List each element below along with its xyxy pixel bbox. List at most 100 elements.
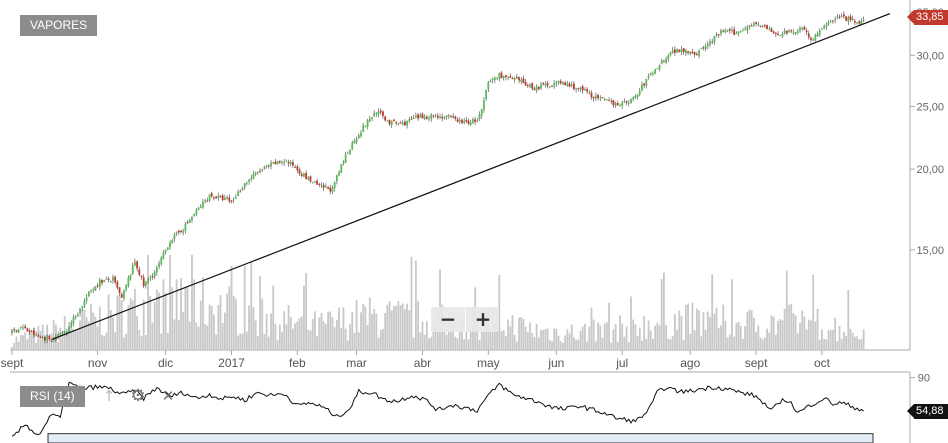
candle-up [76,314,79,317]
candle-up [208,194,211,201]
candle-down [107,278,110,281]
candle-up [74,315,77,318]
candle-up [11,329,13,334]
volume-bar [862,329,865,350]
candle-up [731,30,733,32]
volume-bar [834,317,837,350]
candle-up [520,79,523,82]
volume-bar [588,326,591,350]
volume-bar [423,334,426,350]
volume-bar [245,331,248,350]
candle-down [292,162,294,166]
candle-up [836,16,839,18]
volume-bar [105,332,108,350]
volume-bar [160,333,163,350]
candle-down [454,116,457,119]
candle-down [838,16,841,18]
volume-bar [226,293,229,350]
volume-bar [663,272,665,350]
candle-up [217,195,220,198]
candle-up [428,118,430,120]
time-tick-label: sept [1,356,24,370]
candle-up [335,175,338,182]
candle-up [261,169,264,171]
candle-down [693,52,696,55]
candle-down [421,113,424,119]
volume-bar [845,335,847,350]
candle-down [210,193,213,197]
trendline[interactable] [51,13,891,341]
candle-up [331,187,334,192]
candle-up [173,234,176,240]
volume-bar [140,336,143,350]
volume-bar [724,320,727,350]
volume-bar [645,338,648,350]
volume-bar [171,287,174,350]
zoom-in-button[interactable]: + [465,307,500,332]
rsi-indicator-label[interactable]: RSI (14) [20,386,85,407]
volume-bar [270,313,272,350]
candle-down [564,82,567,86]
candle-up [366,120,369,127]
candle-up [311,182,314,184]
time-tick-label: ago [680,356,700,370]
candle-up [342,161,345,164]
volume-bar [597,322,599,350]
candlestick-series [11,11,865,344]
candle-up [814,34,817,41]
volume-bar [103,336,106,350]
volume-bar [542,329,545,350]
volume-bar [417,301,419,350]
candle-down [663,60,665,62]
candle-down [120,293,123,298]
candle-down [673,49,676,54]
volume-bar [812,275,815,350]
volume-bar [772,316,775,350]
candle-up [333,181,336,189]
candle-up [197,207,200,210]
volume-bar [858,339,861,350]
volume-bar [116,295,119,350]
candle-down [500,72,503,79]
volume-bar [193,279,196,350]
candle-down [48,335,51,340]
close-icon[interactable]: ✕ [161,387,175,405]
candle-up [748,25,751,28]
time-tick-label: 2017 [218,356,245,370]
volume-bar [790,303,793,350]
volume-bar [836,341,839,350]
candle-up [458,119,461,122]
volume-bar [814,321,817,350]
candle-down [287,162,290,164]
candle-down [763,25,766,27]
candle-up [61,333,64,335]
volume-bar [338,307,340,350]
candle-down [30,331,33,333]
candle-down [309,176,312,182]
volume-bar [577,339,580,350]
candle-up [22,327,24,329]
candle-up [599,97,602,99]
volume-bar [601,337,604,350]
volume-bar [711,274,714,350]
candle-up [314,181,316,183]
symbol-label[interactable]: VAPORES [20,15,98,36]
volume-bar [810,320,812,350]
gear-icon[interactable]: ⚙ [130,386,146,406]
volume-bar [404,309,406,350]
volume-bar [329,311,332,350]
candle-up [307,177,310,180]
volume-bar [320,312,323,350]
volume-bar [322,321,325,350]
candle-down [581,86,584,91]
candle-up [757,24,760,26]
zoom-out-button[interactable]: − [439,307,457,331]
volume-bar [483,331,485,350]
candle-up [147,278,149,284]
candle-up [632,97,635,100]
arrow-up-icon[interactable]: ↑ [102,387,116,405]
volume-bar [847,289,850,350]
volume-bar [419,332,422,350]
candle-up [660,60,663,64]
